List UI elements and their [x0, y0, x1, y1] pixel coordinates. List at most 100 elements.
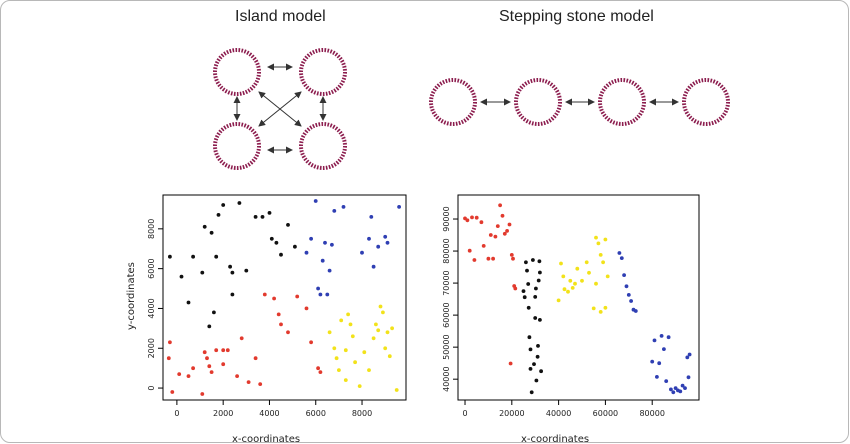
data-point-black [534, 286, 538, 291]
x-axis-label: x-coordinates [232, 434, 300, 444]
data-point-black [216, 213, 221, 217]
data-point-red [495, 224, 500, 229]
data-point-blue [664, 379, 669, 383]
data-point-blue [687, 352, 692, 357]
data-point-black [525, 268, 529, 273]
data-point-blue [318, 292, 323, 297]
data-point-black [531, 258, 535, 262]
data-point-yellow [339, 318, 344, 323]
data-point-red [309, 340, 313, 345]
data-point-red [272, 296, 276, 301]
data-point-black [228, 264, 233, 269]
data-point-yellow [387, 354, 392, 359]
x-tick-label: 0 [174, 409, 179, 418]
data-point-blue [662, 347, 666, 351]
data-point-yellow [580, 278, 584, 283]
data-point-black [537, 259, 542, 264]
data-point-red [177, 372, 182, 376]
data-point-black [191, 254, 196, 259]
data-point-blue [323, 240, 327, 245]
y-tick-label: 0 [147, 386, 156, 391]
data-point-red [168, 340, 172, 345]
data-point-yellow [337, 368, 341, 372]
stepping-stone-scatter-plot: 0 20000 40000 60000 80000 40000 50000 60000 700… [442, 194, 700, 444]
y-tick-label: 40000 [442, 366, 451, 391]
data-point-yellow [566, 289, 570, 294]
y-tick-label: 6000 [147, 258, 156, 278]
data-point-red [474, 215, 479, 220]
data-point-blue [629, 299, 633, 303]
x-tick-label: 60000 [593, 409, 618, 418]
data-point-blue [666, 335, 671, 340]
data-point-yellow [367, 368, 371, 372]
data-point-red [186, 374, 191, 378]
data-point-yellow [598, 253, 603, 257]
x-tick-label: 80000 [639, 409, 664, 418]
data-point-black [533, 295, 538, 299]
data-point-black [207, 324, 212, 329]
data-point-black [528, 367, 533, 371]
data-point-red [472, 258, 477, 262]
data-point-blue [369, 215, 374, 219]
data-point-blue [685, 355, 690, 360]
data-point-red [295, 294, 300, 299]
data-point-black [528, 347, 533, 352]
data-point-black [538, 270, 542, 275]
data-point-blue [309, 236, 313, 241]
migration-arrow [258, 91, 302, 127]
data-point-red [498, 203, 502, 208]
data-point-black [527, 335, 532, 340]
data-point-red [508, 361, 513, 366]
data-point-blue [325, 292, 330, 297]
data-point-black [179, 274, 184, 279]
data-point-blue [683, 386, 687, 390]
data-point-black [535, 354, 540, 359]
data-point-red [493, 234, 498, 239]
data-point-blue [383, 234, 388, 239]
data-point-black [532, 362, 536, 366]
stepping-population-ring [598, 78, 646, 126]
data-point-red [491, 256, 495, 261]
data-point-black [536, 278, 541, 283]
data-point-red [509, 253, 514, 257]
data-point-blue [650, 359, 655, 364]
data-point-blue [320, 258, 325, 263]
x-tick-label: 6000 [306, 409, 326, 418]
data-point-red [191, 366, 196, 371]
data-point-black [274, 240, 279, 245]
data-point-yellow [575, 266, 580, 271]
data-point-blue [376, 244, 381, 249]
data-point-blue [652, 338, 657, 343]
data-point-yellow [601, 260, 605, 265]
data-point-red [207, 364, 212, 369]
y-tick-label: 4000 [147, 298, 156, 318]
x-tick-label: 8000 [352, 409, 372, 418]
data-point-red [502, 231, 507, 236]
data-point-black [526, 282, 531, 286]
data-point-black [293, 244, 297, 249]
data-point-red [513, 286, 518, 291]
data-point-black [221, 203, 226, 207]
data-point-red [481, 244, 486, 248]
data-point-red [235, 374, 240, 378]
data-point-blue [622, 273, 626, 277]
x-tick-label: 4000 [259, 409, 279, 418]
data-point-black [244, 268, 249, 273]
data-point-red [467, 248, 472, 253]
island-population-ring [213, 48, 261, 96]
data-point-red [246, 380, 251, 384]
y-axis-label: y-coordinates [126, 262, 137, 330]
data-point-black [202, 224, 207, 229]
x-tick-label: 40000 [546, 409, 571, 418]
data-point-blue [330, 242, 334, 247]
data-point-blue [669, 387, 673, 392]
stepping-population-ring [514, 78, 562, 126]
x-axis-ticks: 0 20000 40000 60000 80000 [462, 400, 665, 418]
data-point-yellow [561, 274, 566, 279]
data-point-yellow [591, 306, 596, 311]
stepping-population-ring [429, 78, 477, 126]
island-model-title: Island model [235, 8, 326, 25]
data-point-red [511, 256, 515, 261]
island-population-ring [299, 48, 347, 96]
data-point-red [488, 233, 493, 237]
